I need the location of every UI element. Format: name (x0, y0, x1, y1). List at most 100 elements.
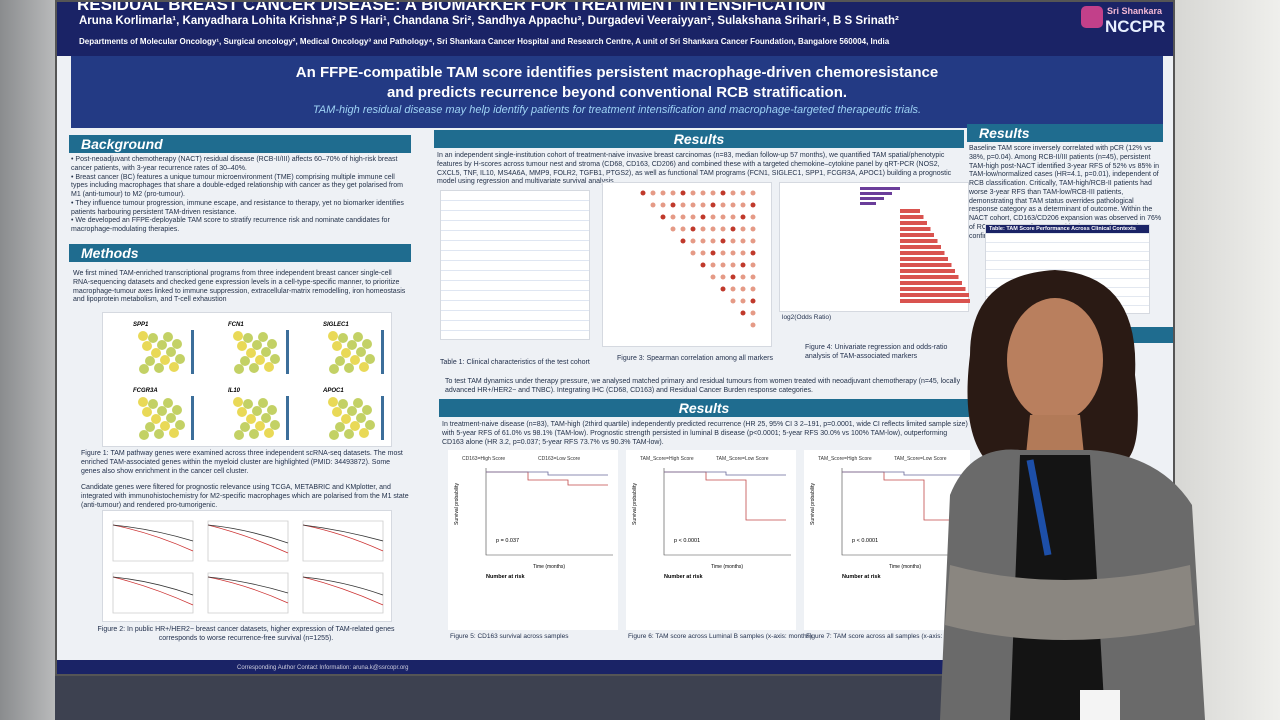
or-bar (900, 239, 938, 243)
contact: Corresponding Author Contact Information… (237, 665, 409, 671)
umap-blob (154, 429, 164, 439)
umap-blob (332, 341, 342, 351)
umap-blob (157, 340, 167, 350)
umap-blob (335, 356, 345, 366)
p-value: p < 0.0001 (852, 538, 878, 544)
umap-blob (347, 406, 357, 416)
corr-dot (730, 226, 736, 232)
km-curve (302, 524, 384, 552)
section-title: Results (434, 130, 964, 148)
gene-label: APOC1 (322, 388, 344, 394)
axis-label: Survival probability (810, 483, 816, 525)
umap-blob (139, 430, 149, 440)
section-title: Results (967, 124, 1163, 142)
poster-header: RESIDUAL BREAST CANCER DISEASE: A BIOMAR… (57, 0, 1173, 56)
corr-dot (750, 322, 756, 328)
corr-dot (660, 190, 666, 196)
corr-dot (690, 202, 696, 208)
umap-blob (240, 422, 250, 432)
bullet-text: Post-neoadjuvant chemotherapy (NACT) res… (71, 156, 398, 172)
plot-bg (626, 450, 796, 630)
umap-blob (240, 356, 250, 366)
corr-dot (750, 214, 756, 220)
axis-label: Survival probability (632, 483, 638, 525)
corr-dot (670, 190, 676, 196)
caption: Figure 7: TAM score across all samples (… (806, 633, 968, 640)
corr-dot (680, 238, 686, 244)
corr-dot (750, 298, 756, 304)
umap-blob (344, 363, 354, 373)
umap-blob (234, 430, 244, 440)
km-grid (112, 520, 384, 614)
umap-blob (255, 421, 265, 431)
umap-blob (172, 339, 182, 349)
plot-frame (302, 572, 384, 614)
legend-entry: TAM_Score=Low Score (716, 456, 769, 462)
km-curve (112, 576, 194, 606)
corr-dot (700, 214, 706, 220)
corr-dot (680, 190, 686, 196)
corr-dot (650, 190, 656, 196)
corr-dot (750, 226, 756, 232)
corr-dot (710, 214, 716, 220)
poster-title: RESIDUAL BREAST CANCER DISEASE: A BIOMAR… (77, 0, 826, 14)
corr-dot (640, 190, 646, 196)
corr-dot (740, 310, 746, 316)
or-bar (860, 192, 892, 195)
umap-blob (138, 331, 148, 341)
bullet: • We developed an FFPE-deployable TAM sc… (71, 217, 390, 233)
footer: Corresponding Author Contact Information… (57, 660, 1173, 674)
lanyard (1026, 459, 1052, 556)
km-curve (842, 471, 964, 476)
corr-dot (710, 238, 716, 244)
umap-blob (139, 364, 149, 374)
corr-dot (730, 298, 736, 304)
risk-title: Number at risk (842, 574, 881, 580)
corr-dot (750, 286, 756, 292)
umap-blob (341, 414, 351, 424)
corr-dot (720, 250, 726, 256)
plot-frame (112, 520, 194, 562)
corr-dot (720, 214, 726, 220)
bullet-list: • Post-neoadjuvant chemotherapy (NACT) r… (71, 156, 409, 235)
corr-dot (700, 202, 706, 208)
or-bar (900, 233, 934, 237)
subline: TAM-high residual disease may help ident… (312, 104, 922, 116)
umap-blob (264, 428, 274, 438)
km-curve (302, 524, 384, 542)
axes (485, 468, 613, 556)
or-bar (900, 263, 952, 267)
axis-label: log2(Odds Ratio) (782, 314, 832, 321)
table-image (440, 190, 590, 340)
corr-dot (700, 226, 706, 232)
or-bar (900, 257, 948, 261)
paragraph: To test TAM dynamics under therapy press… (445, 378, 961, 394)
umap-blob (267, 339, 277, 349)
umap-blob (365, 354, 375, 364)
plot-frame (112, 572, 194, 614)
corr-dot (730, 190, 736, 196)
umap-blob (353, 398, 363, 408)
or-bar (900, 221, 927, 225)
umap-blob (261, 413, 271, 423)
bullet-text: Breast cancer (BC) features a unique tum… (71, 173, 403, 199)
banner: An FFPE-compatible TAM score identifies … (71, 56, 1163, 128)
caption: Figure 4: Univariate regression and odds… (805, 344, 948, 360)
corr-dot (720, 190, 726, 196)
section-title: Methods (69, 244, 411, 262)
umap-blob (332, 407, 342, 417)
correlation-figure (602, 182, 772, 347)
logo-text: Sri Shankara (1107, 6, 1163, 16)
km-curve (664, 471, 786, 476)
umap-blob (356, 413, 366, 423)
umap-grid: SPP1 FCN1 SIGLEC1 FCGR3A IL10 APOC1 (133, 322, 384, 440)
umap-blob (329, 364, 339, 374)
km-curve (207, 524, 289, 554)
or-bar (900, 245, 941, 249)
umap-blob (160, 355, 170, 365)
corr-dot (710, 274, 716, 280)
gene-label: SIGLEC1 (323, 322, 349, 328)
umap-blob (362, 339, 372, 349)
corr-dot (750, 262, 756, 268)
